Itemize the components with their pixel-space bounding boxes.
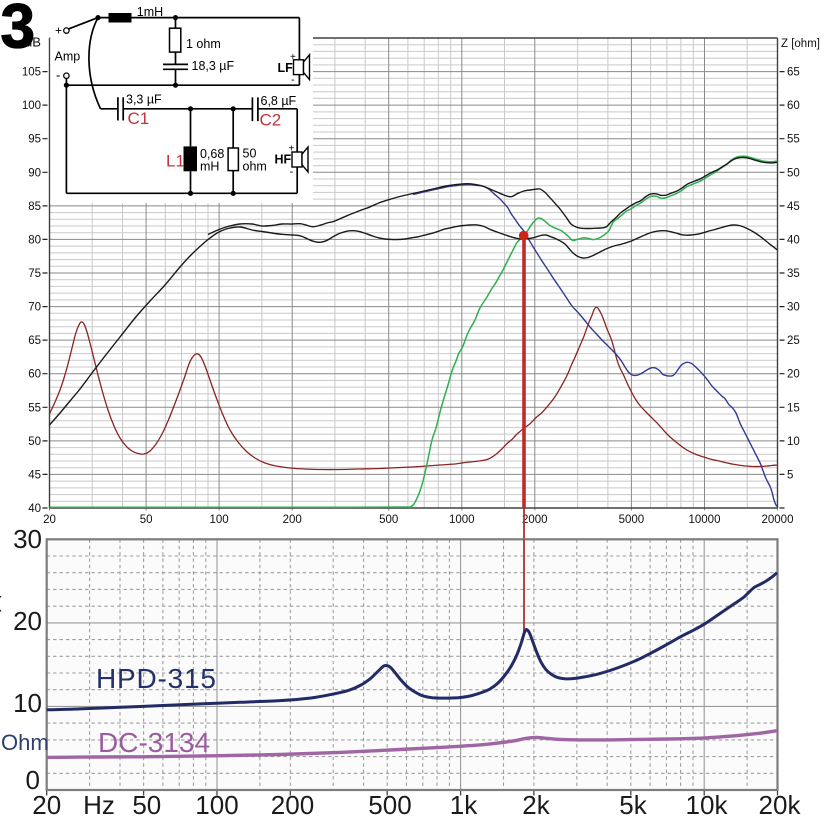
svg-text:+: + <box>290 52 296 63</box>
svg-text:1000: 1000 <box>449 514 475 526</box>
svg-text:+: + <box>55 24 62 38</box>
svg-text:L1: L1 <box>166 152 185 171</box>
svg-text:3,3 µF: 3,3 µF <box>126 93 162 107</box>
svg-text:60: 60 <box>787 100 800 112</box>
svg-text:100: 100 <box>210 514 229 526</box>
svg-text:HF: HF <box>275 153 292 167</box>
svg-text:ohm: ohm <box>243 160 267 174</box>
svg-text:1k: 1k <box>450 790 478 820</box>
svg-text:85: 85 <box>28 201 41 213</box>
svg-text:20: 20 <box>43 514 56 526</box>
svg-text:65: 65 <box>787 67 800 79</box>
svg-text:95: 95 <box>28 134 41 146</box>
svg-text:3: 3 <box>1 0 35 62</box>
svg-text:20: 20 <box>787 369 800 381</box>
svg-text:50: 50 <box>28 436 41 448</box>
svg-text:80: 80 <box>28 234 41 246</box>
svg-text:Amp: Amp <box>55 50 81 64</box>
svg-text:20: 20 <box>13 606 42 636</box>
svg-text:-: - <box>56 68 60 83</box>
svg-text:mH: mH <box>200 160 219 174</box>
svg-text:Hz: Hz <box>83 790 115 820</box>
svg-text:5k: 5k <box>619 790 647 820</box>
svg-text:65: 65 <box>28 335 41 347</box>
svg-text:50: 50 <box>787 167 800 179</box>
svg-text:dB: dB <box>25 35 41 50</box>
svg-text:(: ( <box>0 593 2 612</box>
svg-text:10k: 10k <box>686 790 729 820</box>
svg-text:40: 40 <box>28 503 41 515</box>
svg-text:35: 35 <box>787 268 800 280</box>
svg-text:55: 55 <box>28 402 41 414</box>
svg-text:200: 200 <box>271 790 314 820</box>
svg-text:30: 30 <box>787 302 800 314</box>
svg-text:20000: 20000 <box>762 514 794 526</box>
svg-text:1mH: 1mH <box>137 5 163 19</box>
svg-text:45: 45 <box>28 469 41 481</box>
svg-text:100: 100 <box>195 790 238 820</box>
svg-text:6,8 µF: 6,8 µF <box>261 94 297 108</box>
svg-text:500: 500 <box>368 790 411 820</box>
svg-text:5: 5 <box>787 469 793 481</box>
svg-text:18,3 µF: 18,3 µF <box>192 59 235 73</box>
svg-text:2000: 2000 <box>522 514 548 526</box>
svg-text:1 ohm: 1 ohm <box>186 37 221 51</box>
svg-text:10000: 10000 <box>689 514 721 526</box>
svg-text:105: 105 <box>22 67 41 79</box>
svg-text:20: 20 <box>32 790 61 820</box>
svg-text:+: + <box>289 144 295 155</box>
svg-text:90: 90 <box>28 167 41 179</box>
svg-text:500: 500 <box>379 514 398 526</box>
svg-text:60: 60 <box>28 369 41 381</box>
svg-text:40: 40 <box>787 234 800 246</box>
svg-text:200: 200 <box>283 514 302 526</box>
svg-text:10: 10 <box>787 436 800 448</box>
svg-text:75: 75 <box>28 268 41 280</box>
svg-text:0,68: 0,68 <box>200 147 224 161</box>
svg-text:Z [ohm]: Z [ohm] <box>781 38 820 50</box>
svg-text:C1: C1 <box>128 109 150 128</box>
svg-text:15: 15 <box>787 402 800 414</box>
svg-text:DC-3134: DC-3134 <box>98 727 210 758</box>
svg-text:50: 50 <box>243 147 257 161</box>
svg-text:C2: C2 <box>260 111 282 130</box>
svg-text:50: 50 <box>140 514 153 526</box>
svg-text:Ohm: Ohm <box>1 730 49 755</box>
svg-text:25: 25 <box>787 335 800 347</box>
svg-text:55: 55 <box>787 134 800 146</box>
svg-text:45: 45 <box>787 201 800 213</box>
svg-text:50: 50 <box>132 790 161 820</box>
svg-text:2k: 2k <box>522 790 550 820</box>
svg-text:HPD-315: HPD-315 <box>96 663 217 694</box>
svg-text:70: 70 <box>28 302 41 314</box>
svg-text:100: 100 <box>22 100 41 112</box>
svg-text:-: - <box>290 166 294 178</box>
svg-text:30: 30 <box>13 524 42 554</box>
svg-text:-: - <box>291 74 295 86</box>
svg-text:0: 0 <box>26 765 40 795</box>
svg-text:10: 10 <box>13 688 42 718</box>
svg-text:20k: 20k <box>759 790 802 820</box>
svg-text:LF: LF <box>278 61 294 75</box>
svg-text:5000: 5000 <box>619 514 645 526</box>
